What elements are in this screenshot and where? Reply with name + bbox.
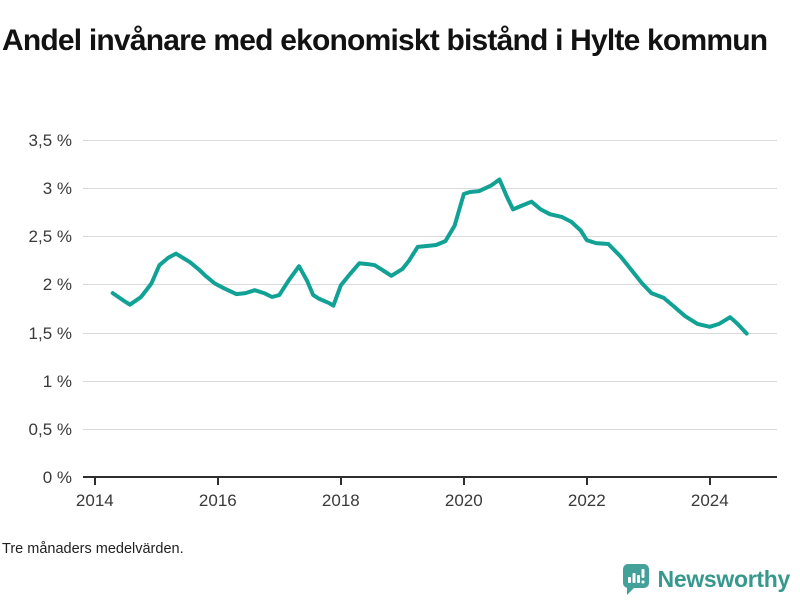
tick-mark — [585, 478, 588, 485]
newsworthy-brand: Newsworthy — [621, 562, 790, 596]
x-axis-label: 2020 — [444, 491, 483, 510]
x-axis-label: 2024 — [690, 491, 729, 510]
plot-area — [83, 140, 777, 485]
x-axis-label: 2022 — [567, 491, 606, 510]
brand-name: Newsworthy — [657, 565, 791, 592]
y-axis-label: 2 % — [42, 275, 72, 295]
tick-mark — [708, 478, 711, 485]
y-axis-label: 2,5 % — [28, 227, 72, 247]
gridline — [83, 188, 777, 190]
gridline — [83, 332, 777, 334]
tick-mark — [339, 478, 342, 485]
tick-mark — [216, 478, 219, 485]
gridline — [83, 428, 777, 430]
gridline — [83, 236, 777, 238]
y-axis-label: 1,5 % — [28, 323, 72, 343]
gridline — [83, 380, 777, 382]
x-axis-label: 2018 — [321, 491, 360, 510]
line-chart-svg — [110, 177, 749, 336]
x-axis-label: 2016 — [198, 491, 237, 510]
y-axis-label: 3 % — [42, 179, 72, 199]
y-axis-label: 0,5 % — [28, 419, 72, 439]
y-axis-label: 0 % — [42, 468, 72, 487]
x-axis-label: 2014 — [75, 491, 114, 510]
bar-chart-bubble-icon — [622, 564, 649, 595]
y-axis-label: 1 % — [42, 371, 72, 391]
gridline — [83, 284, 777, 286]
tick-mark — [462, 478, 465, 485]
x-axis-line — [83, 476, 777, 478]
y-axis-label: 3,5 % — [28, 131, 72, 150]
gridline — [83, 140, 777, 141]
page-title: Andel invånare med ekonomiskt bistånd i … — [2, 24, 768, 58]
tick-mark — [93, 478, 96, 485]
trend-line — [110, 177, 749, 336]
footnote: Tre månaders medelvärden. — [2, 541, 184, 557]
